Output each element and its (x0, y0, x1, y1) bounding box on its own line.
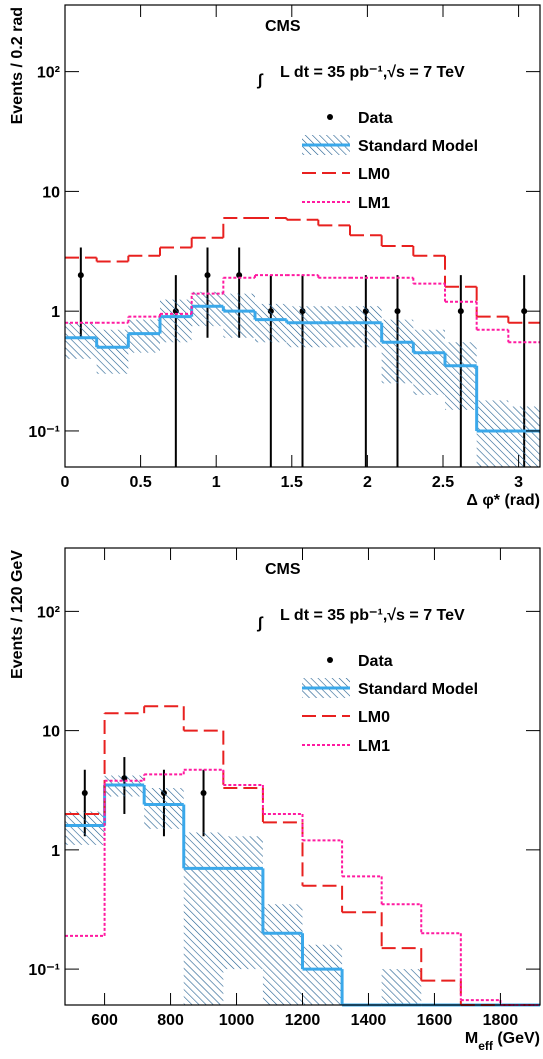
x-axis-label-part: Δ φ* (rad) (466, 492, 540, 509)
x-tick-label: 1400 (351, 1012, 387, 1029)
y-tick-label: 10 (42, 724, 60, 741)
uncertainty-band (65, 811, 105, 845)
uncertainty-band (65, 322, 97, 359)
x-tick-label: 800 (157, 1012, 184, 1029)
y-tick-label: 1 (51, 304, 60, 321)
uncertainty-band (286, 306, 319, 348)
uncertainty-band (183, 832, 224, 1005)
uncertainty-band (262, 904, 303, 1005)
luminosity-label: L dt = 35 pb⁻¹,√s = 7 TeV (280, 64, 465, 81)
uncertainty-band (413, 329, 446, 395)
x-tick-label: 1.5 (281, 474, 303, 491)
experiment-label: CMS (265, 561, 301, 578)
uncertainty-band (318, 306, 351, 348)
x-axis-label-part: eff (478, 1039, 494, 1053)
uncertainty-band (191, 291, 224, 327)
x-axis-label-part: M (465, 1030, 478, 1047)
uncertainty-band (350, 306, 382, 348)
x-tick-label: 1200 (285, 1012, 321, 1029)
y-axis-label: Events / 0.2 rad (9, 7, 26, 124)
x-tick-label: 0 (61, 474, 70, 491)
data-point (204, 272, 211, 279)
uncertainty-band (223, 293, 255, 338)
legend-label: LM0 (358, 166, 390, 183)
uncertainty-band (302, 944, 343, 1005)
legend-marker (327, 657, 333, 663)
data-point (81, 789, 88, 796)
y-tick-label: 10⁻¹ (28, 962, 60, 979)
legend-marker (327, 114, 333, 120)
experiment-label: CMS (265, 18, 301, 35)
uncertainty-band (96, 329, 129, 374)
uncertainty-band (445, 342, 477, 410)
legend-label: LM1 (358, 195, 390, 212)
uncertainty-band (254, 303, 287, 343)
integral-sign: ∫ (256, 615, 264, 632)
uncertainty-band (159, 299, 192, 343)
data-point (457, 308, 464, 315)
x-tick-label: 600 (91, 1012, 118, 1029)
data-point (236, 272, 243, 279)
x-tick-label: 3 (514, 474, 523, 491)
x-tick-label: 1800 (483, 1012, 519, 1029)
x-axis-label: Meff (GeV) (465, 1030, 540, 1053)
data-point (200, 789, 207, 796)
legend-label: LM1 (358, 738, 390, 755)
data-point (77, 272, 84, 279)
y-tick-label: 10⁻¹ (28, 424, 60, 441)
legend-label: Data (358, 653, 393, 670)
x-tick-label: 1600 (417, 1012, 453, 1029)
uncertainty-band (476, 400, 509, 467)
luminosity-label: L dt = 35 pb⁻¹,√s = 7 TeV (280, 607, 465, 624)
x-tick-label: 2.5 (432, 474, 454, 491)
legend-label: Data (358, 110, 393, 127)
x-tick-label: 1 (212, 474, 221, 491)
x-tick-label: 0.5 (129, 474, 151, 491)
x-axis-label-part: (GeV) (493, 1030, 540, 1047)
uncertainty-band (381, 319, 414, 384)
x-tick-label: 1000 (219, 1012, 255, 1029)
uncertainty-band (144, 788, 184, 829)
y-tick-label: 1 (51, 843, 60, 860)
legend-label: LM0 (358, 709, 390, 726)
integral-sign: ∫ (256, 72, 264, 89)
uncertainty-band (508, 406, 540, 467)
legend-label: Standard Model (358, 138, 478, 155)
data-point (394, 308, 401, 315)
x-tick-label: 2 (363, 474, 372, 491)
legend-label: Standard Model (358, 681, 478, 698)
y-tick-label: 10² (37, 604, 60, 621)
y-tick-label: 10 (42, 184, 60, 201)
uncertainty-band (381, 969, 422, 1005)
uncertainty-band (223, 836, 263, 970)
y-tick-label: 10² (37, 65, 60, 82)
data-point (521, 308, 528, 315)
plot-frame (64, 4, 541, 468)
uncertainty-band (128, 319, 160, 353)
y-axis-label: Events / 120 GeV (9, 550, 26, 679)
x-axis-label: Δ φ* (rad) (466, 492, 540, 509)
